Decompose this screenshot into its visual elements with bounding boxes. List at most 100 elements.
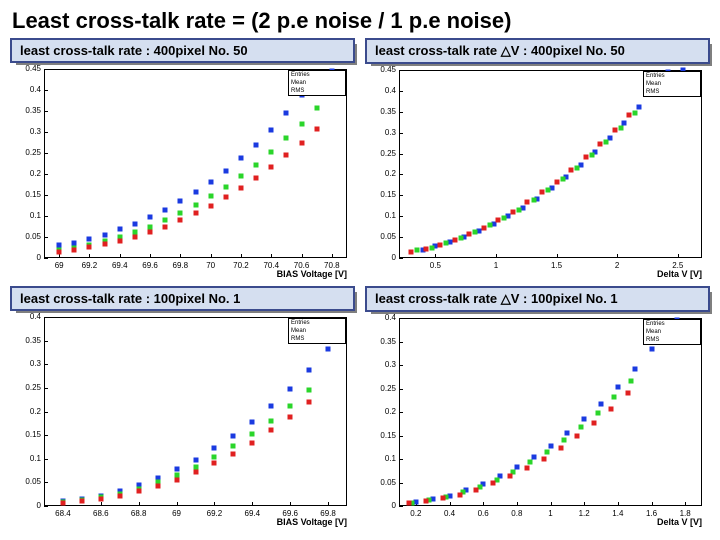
x-tick-label: 0.6 — [471, 509, 495, 518]
data-marker — [174, 467, 179, 472]
data-marker — [612, 127, 617, 132]
x-tick-label: 68.4 — [51, 509, 75, 518]
panel-label: least cross-talk rate : 400pixel No. 50 — [10, 38, 355, 63]
plot-box — [399, 318, 702, 506]
data-marker — [649, 347, 654, 352]
data-marker — [307, 367, 312, 372]
data-marker — [132, 221, 137, 226]
data-marker — [407, 501, 412, 506]
y-tick-label: 0.4 — [385, 86, 396, 95]
data-marker — [409, 249, 414, 254]
data-marker — [212, 461, 217, 466]
y-tick-label: 0.1 — [385, 211, 396, 220]
data-marker — [491, 481, 496, 486]
data-marker — [625, 391, 630, 396]
data-marker — [481, 225, 486, 230]
data-marker — [269, 418, 274, 423]
data-marker — [136, 489, 141, 494]
data-marker — [473, 230, 478, 235]
slide-title: Least cross-talk rate = (2 p.e noise / 1… — [0, 0, 720, 38]
data-marker — [231, 451, 236, 456]
data-marker — [299, 140, 304, 145]
data-marker — [102, 232, 107, 237]
data-marker — [250, 432, 255, 437]
data-marker — [487, 223, 492, 228]
data-marker — [575, 165, 580, 170]
data-marker — [178, 218, 183, 223]
stats-box: EntriesMeanRMS — [288, 318, 346, 344]
x-axis-label: BIAS Voltage [V] — [277, 269, 347, 279]
data-marker — [575, 433, 580, 438]
y-tick-label: 0.4 — [30, 312, 41, 321]
panel-label: least cross-talk rate : 100pixel No. 1 — [10, 286, 355, 311]
y-tick-label: 0 — [392, 501, 396, 510]
chart-panel: least cross-talk rate △V : 100pixel No. … — [365, 286, 710, 528]
data-marker — [288, 386, 293, 391]
y-tick-label: 0.05 — [380, 478, 396, 487]
y-tick-label: 0.15 — [380, 431, 396, 440]
data-marker — [636, 104, 641, 109]
y-tick-label: 0.3 — [30, 359, 41, 368]
data-marker — [212, 446, 217, 451]
x-tick-label: 1.2 — [572, 509, 596, 518]
x-tick-label: 69.2 — [77, 261, 101, 270]
x-tick-label: 69.2 — [202, 509, 226, 518]
data-marker — [528, 460, 533, 465]
data-marker — [238, 156, 243, 161]
x-tick-label: 1 — [539, 509, 563, 518]
data-marker — [254, 142, 259, 147]
data-marker — [629, 378, 634, 383]
data-marker — [633, 110, 638, 115]
data-marker — [314, 126, 319, 131]
data-marker — [440, 496, 445, 501]
data-marker — [438, 243, 443, 248]
data-marker — [545, 449, 550, 454]
data-marker — [423, 499, 428, 504]
data-marker — [565, 431, 570, 436]
x-tick-label: 69 — [165, 509, 189, 518]
y-tick-label: 0.25 — [25, 383, 41, 392]
data-marker — [269, 428, 274, 433]
y-tick-label: 0 — [392, 253, 396, 262]
data-marker — [250, 440, 255, 445]
y-tick-label: 0 — [37, 253, 41, 262]
data-marker — [60, 501, 65, 506]
stats-box: EntriesMeanRMS — [643, 319, 701, 345]
data-marker — [618, 125, 623, 130]
data-marker — [531, 198, 536, 203]
data-marker — [223, 195, 228, 200]
y-tick-label: 0.2 — [385, 407, 396, 416]
data-marker — [223, 184, 228, 189]
data-marker — [502, 215, 507, 220]
chart-panel: least cross-talk rate : 400pixel No. 50 0… — [10, 38, 355, 280]
data-marker — [604, 139, 609, 144]
data-marker — [193, 189, 198, 194]
data-marker — [193, 469, 198, 474]
y-tick-label: 0.35 — [380, 107, 396, 116]
data-marker — [458, 236, 463, 241]
data-marker — [314, 105, 319, 110]
y-tick-label: 0.05 — [380, 232, 396, 241]
data-marker — [457, 492, 462, 497]
data-marker — [423, 246, 428, 251]
data-marker — [415, 248, 420, 253]
panel-label: least cross-talk rate △V : 400pixel No. … — [365, 38, 710, 64]
y-tick-label: 0.05 — [25, 477, 41, 486]
data-marker — [148, 224, 153, 229]
data-marker — [592, 420, 597, 425]
y-tick-label: 0.1 — [30, 454, 41, 463]
data-marker — [148, 229, 153, 234]
data-marker — [87, 245, 92, 250]
y-tick-label: 0.3 — [385, 128, 396, 137]
x-tick-label: 68.8 — [127, 509, 151, 518]
data-marker — [254, 162, 259, 167]
chart-panel: least cross-talk rate △V : 400pixel No. … — [365, 38, 710, 280]
x-tick-label: 0.2 — [404, 509, 428, 518]
data-marker — [178, 199, 183, 204]
y-tick-label: 0.35 — [25, 106, 41, 115]
data-marker — [87, 237, 92, 242]
data-marker — [223, 168, 228, 173]
data-marker — [163, 218, 168, 223]
y-tick-label: 0.3 — [30, 127, 41, 136]
data-marker — [238, 185, 243, 190]
